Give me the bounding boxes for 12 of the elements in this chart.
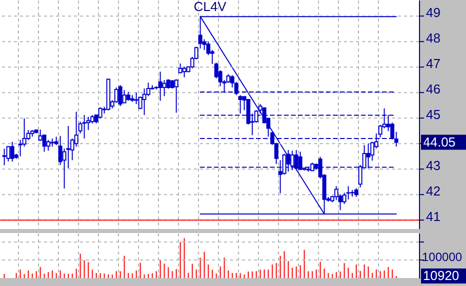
y-tick-label: 43 bbox=[426, 158, 440, 174]
y-tick-label: 46 bbox=[426, 82, 440, 97]
y-tick-label: 42 bbox=[426, 184, 440, 199]
y-tick-label: 49 bbox=[426, 5, 440, 20]
y-tick-label: 100000 bbox=[422, 250, 462, 264]
y-tick-label: 48 bbox=[426, 30, 440, 46]
text: 10920 bbox=[423, 268, 460, 284]
text: 44.05 bbox=[423, 134, 456, 150]
y-tick-label: 41 bbox=[426, 209, 440, 224]
y-tick-label: 45 bbox=[426, 107, 440, 122]
y-tick-label: 47 bbox=[426, 56, 440, 72]
annotation: CL4V bbox=[194, 0, 227, 14]
